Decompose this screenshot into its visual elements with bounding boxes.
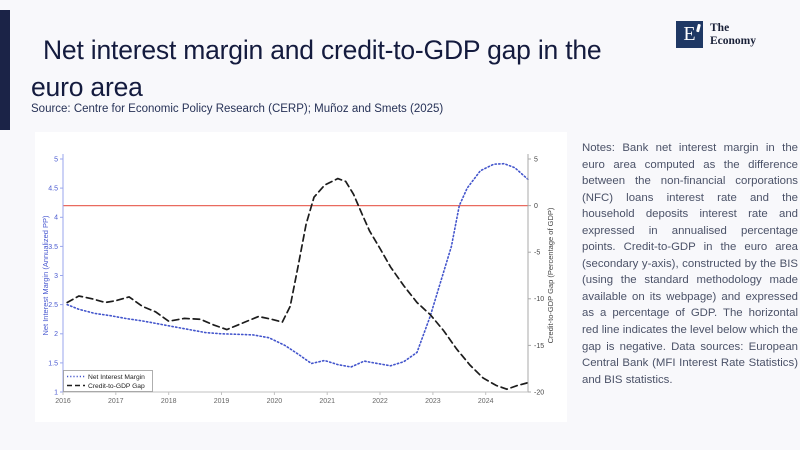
svg-text:1.5: 1.5	[48, 360, 58, 367]
svg-text:2021: 2021	[319, 398, 335, 405]
left-axis: 1 1.5 2 2.5 3 3.5 4 4.5 5 Net Interest Margin (An…	[41, 154, 64, 396]
svg-text:3: 3	[54, 273, 58, 280]
legend-entry: Net Interest Margin	[88, 374, 145, 381]
series-line-dotted	[66, 162, 529, 368]
logo-letter: E	[683, 23, 696, 45]
svg-text:5: 5	[54, 156, 58, 163]
dual-axis-line-chart: 1 1.5 2 2.5 3 3.5 4 4.5 5 Net Interest Margin (An…	[41, 154, 555, 405]
x-axis: 2016 2017 2018 2019 2020 2021 2022 2023 2024	[55, 391, 528, 405]
chart-card: 1 1.5 2 2.5 3 3.5 4 4.5 5 Net Interest Margin (An…	[35, 132, 567, 422]
legend-entry: Credit-to-GDP Gap	[88, 383, 145, 390]
logo-accent-mark	[695, 23, 700, 33]
logo-wordmark-line-2: Economy	[710, 35, 756, 47]
svg-text:4: 4	[54, 215, 58, 222]
svg-text:2022: 2022	[372, 398, 388, 405]
the-economy-logo: E The Economy	[676, 21, 756, 48]
svg-text:4.5: 4.5	[48, 186, 58, 193]
svg-text:-15: -15	[534, 343, 544, 350]
source-line: Source: Centre for Economic Policy Resea…	[31, 103, 444, 115]
right-axis: -20 -15 -10 -5 0 5 Credit-to-GDP Gap (Percenta…	[527, 154, 555, 396]
page-title: Net interest margin and credit-to-GDP ga…	[31, 32, 602, 106]
svg-text:2024: 2024	[478, 398, 494, 405]
svg-text:2.5: 2.5	[48, 302, 58, 309]
legend: Net Interest Margin Credit-to-GDP Gap	[63, 370, 153, 392]
right-axis-label: Credit-to-GDP Gap (Percentage of GDP)	[546, 207, 555, 343]
svg-text:2023: 2023	[425, 398, 441, 405]
svg-text:2019: 2019	[214, 398, 230, 405]
svg-text:2016: 2016	[55, 398, 71, 405]
logo-e-icon: E	[676, 21, 703, 48]
svg-text:2020: 2020	[267, 398, 283, 405]
svg-text:-20: -20	[534, 389, 544, 396]
series-line-dashed	[66, 177, 529, 391]
svg-text:5: 5	[534, 156, 538, 163]
page-title-line-1: Net interest margin and credit-to-GDP ga…	[43, 34, 602, 65]
svg-text:0: 0	[534, 203, 538, 210]
svg-text:2017: 2017	[108, 398, 124, 405]
logo-wordmark: The Economy	[710, 21, 756, 48]
svg-text:3.5: 3.5	[48, 244, 58, 251]
logo-wordmark-line-1: The	[710, 22, 730, 34]
notes-text: Notes: Bank net interest margin in the e…	[582, 142, 798, 386]
svg-text:2018: 2018	[161, 398, 177, 405]
svg-text:-5: -5	[534, 250, 540, 257]
svg-text:2: 2	[54, 331, 58, 338]
left-axis-label: Net Interest Margin (Annualized PP)	[41, 215, 50, 336]
svg-text:-10: -10	[534, 296, 544, 303]
page-title-line-2: euro area	[31, 71, 143, 102]
title-accent-bar	[0, 10, 10, 130]
svg-text:1: 1	[54, 389, 58, 396]
